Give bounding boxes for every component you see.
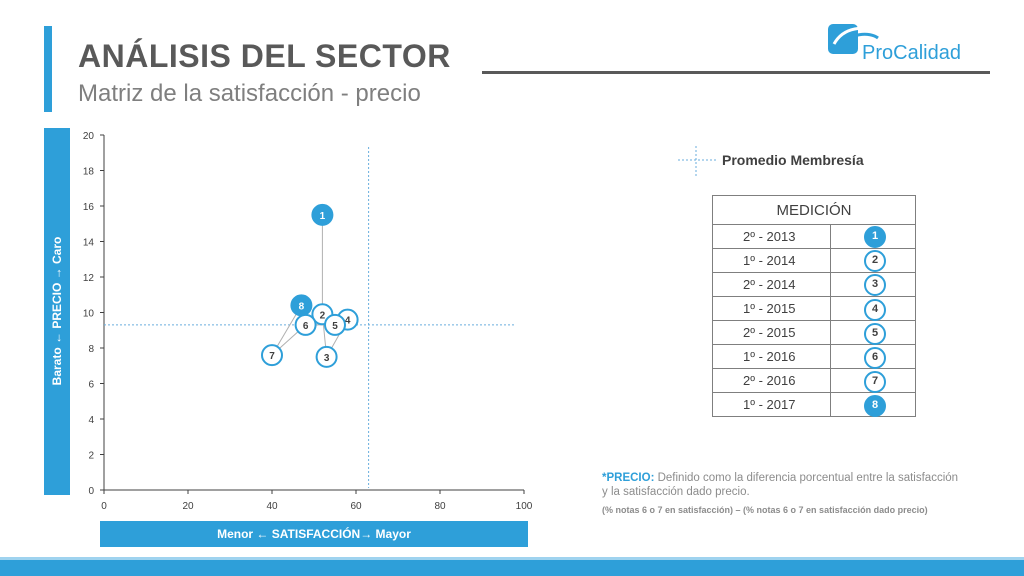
title-rule: [482, 71, 990, 74]
table-row-marker: 8: [864, 395, 886, 418]
table-header: MEDICIÓN: [712, 195, 916, 225]
data-point-marker: [315, 345, 338, 368]
legend: Promedio Membresía: [678, 146, 928, 176]
price-note: *PRECIO: Definido como la diferencia por…: [602, 471, 962, 499]
table-row: 1º - 2017: [712, 392, 917, 417]
table-cell-period: 2º - 2013: [712, 224, 831, 249]
data-point: 6: [294, 313, 317, 336]
table-cell-period: 1º - 2017: [712, 392, 831, 417]
table-row: 1º - 2015: [712, 296, 917, 321]
x-axis-band-label: Menor ← SATISFACCIÓN→ Mayor: [217, 527, 411, 541]
table-row: 1º - 2014: [712, 248, 917, 273]
data-point: 8: [290, 294, 313, 317]
x-tick-label: 20: [182, 501, 194, 512]
footer-band-highlight: [0, 557, 1024, 560]
data-point: 1: [311, 203, 334, 226]
procalidad-logo: [828, 24, 879, 54]
table-row: 2º - 2014: [712, 272, 917, 297]
data-point-marker: [311, 203, 334, 226]
data-point: 3: [315, 345, 338, 368]
table-cell-period: 2º - 2016: [712, 368, 831, 393]
y-tick-label: 4: [88, 415, 94, 426]
data-point-label: 4: [345, 316, 351, 327]
page-title: ANÁLISIS DEL SECTOR: [78, 38, 451, 74]
x-axis-band: Menor ← SATISFACCIÓN→ Mayor: [100, 521, 528, 547]
table-row-marker: 1: [864, 226, 886, 248]
y-tick-label: 10: [83, 309, 95, 320]
x-tick-label: 60: [350, 501, 362, 512]
data-point: 5: [324, 313, 346, 336]
data-point: 7: [261, 344, 283, 367]
data-point-label: 3: [324, 353, 330, 364]
data-point-marker: [290, 294, 313, 317]
y-tick-label: 6: [88, 380, 94, 391]
page-subtitle: Matriz de la satisfacción - precio: [78, 80, 421, 107]
y-tick-label: 20: [83, 131, 95, 142]
legend-label: Promedio Membresía: [722, 152, 864, 168]
table-row-marker: 4: [864, 298, 886, 321]
table-row: 2º - 2013: [712, 224, 917, 249]
table-cell-period: 1º - 2015: [712, 296, 831, 321]
data-point-label: 5: [332, 321, 338, 332]
x-tick-label: 80: [434, 501, 446, 512]
data-point-label: 2: [320, 310, 326, 321]
table-cell-period: 2º - 2015: [712, 320, 831, 345]
y-tick-label: 8: [88, 344, 94, 355]
y-axis-band: [44, 128, 70, 495]
price-formula: (% notas 6 o 7 en satisfacción) – (% not…: [602, 505, 928, 515]
table-row-marker: 2: [864, 250, 886, 273]
logo-text-calidad: Calidad: [893, 42, 961, 64]
logo-text-pro: Pro: [862, 42, 894, 64]
table-row-marker: 5: [864, 322, 886, 345]
data-point-label: 8: [299, 301, 305, 312]
data-point-marker: [261, 344, 283, 367]
data-point-label: 6: [303, 321, 309, 332]
data-point-label: 7: [269, 351, 275, 362]
y-tick-label: 2: [88, 451, 94, 462]
footer-band: [0, 557, 1024, 576]
table-row-marker: 6: [864, 347, 886, 369]
y-tick-label: 16: [83, 202, 95, 213]
x-tick-label: 0: [101, 501, 107, 512]
table-row-marker: 7: [864, 371, 886, 394]
y-tick-label: 14: [83, 238, 95, 249]
table-cell-period: 1º - 2016: [712, 344, 831, 369]
x-tick-label: 40: [266, 501, 278, 512]
logo-swoosh-outer-icon: [834, 32, 879, 50]
price-note-text: Definido como la diferencia porcentual e…: [602, 472, 959, 498]
title-accent-bar: [44, 26, 52, 112]
table-row: 2º - 2015: [712, 320, 917, 345]
data-point-label: 1: [320, 211, 326, 222]
table-row-marker: 3: [864, 274, 886, 297]
legend-crosshair-icon: [678, 146, 718, 176]
y-tick-label: 0: [88, 486, 94, 497]
logo-swoosh-icon: [832, 26, 875, 45]
data-point-marker: [324, 313, 346, 336]
y-tick-label: 18: [83, 167, 95, 178]
price-note-key: *PRECIO:: [602, 472, 655, 484]
logo-text: ProCalidad: [862, 42, 961, 65]
table-cell-period: 1º - 2014: [712, 248, 831, 273]
x-tick-label: 100: [516, 501, 533, 512]
table-cell-period: 2º - 2014: [712, 272, 831, 297]
y-tick-label: 12: [83, 273, 95, 284]
